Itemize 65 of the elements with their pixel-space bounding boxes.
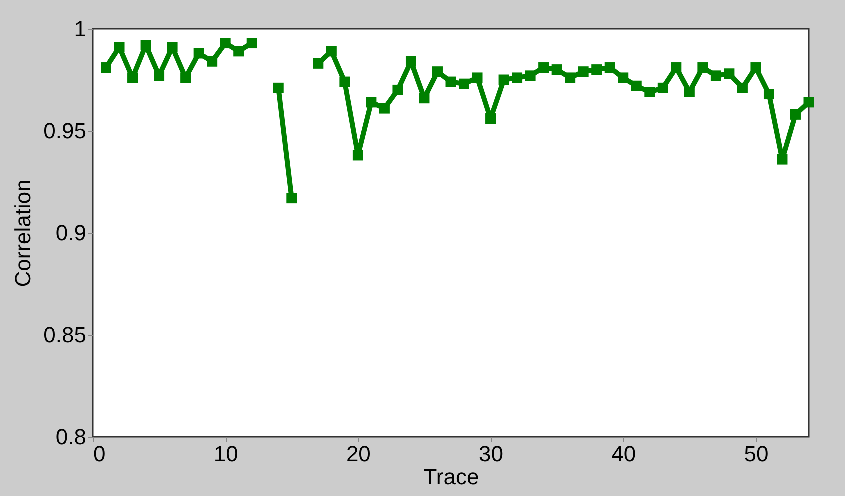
point (366, 97, 377, 108)
x-tick-label: 20 (346, 442, 371, 466)
point (326, 46, 337, 57)
point (750, 62, 762, 74)
point (101, 62, 112, 74)
point (658, 82, 668, 94)
point (220, 38, 231, 49)
x-tick-label: 40 (612, 442, 636, 466)
point (114, 42, 125, 53)
point (273, 82, 284, 94)
y-axis-title: Correlation (10, 180, 36, 288)
point (180, 72, 192, 84)
y-tick-label: 1 (74, 16, 86, 42)
point (710, 70, 722, 82)
point (313, 58, 324, 69)
point (618, 72, 629, 84)
point (406, 56, 416, 67)
point (671, 62, 682, 74)
point (592, 64, 602, 76)
point (246, 38, 258, 49)
point (459, 78, 470, 90)
point (234, 46, 244, 57)
point (140, 40, 152, 51)
y-tick-label: 0.95 (44, 118, 86, 144)
point (538, 62, 550, 74)
point (446, 76, 456, 88)
x-tick-label: 0 (94, 442, 106, 466)
point (804, 97, 814, 108)
point (790, 109, 801, 120)
point (207, 56, 218, 67)
point (379, 103, 390, 114)
y-tick-label: 0.9 (56, 220, 86, 246)
point (552, 64, 562, 76)
x-tick-label: 30 (479, 442, 504, 466)
point (684, 86, 695, 98)
point (764, 89, 774, 100)
point (578, 66, 589, 78)
point (737, 82, 748, 94)
point (419, 93, 430, 104)
point (432, 66, 443, 78)
x-tick-label: 50 (744, 442, 769, 466)
point (286, 193, 298, 204)
point (128, 72, 138, 84)
point (631, 80, 642, 92)
point (525, 70, 536, 82)
point (565, 72, 576, 84)
point (352, 150, 364, 161)
point (486, 114, 496, 124)
point (194, 48, 204, 59)
point (604, 62, 616, 74)
y-tick-label: 0.85 (44, 322, 86, 348)
point (777, 154, 788, 165)
point (392, 84, 404, 96)
point (512, 72, 523, 84)
y-tick-label: 0.8 (56, 424, 86, 450)
point (498, 74, 510, 86)
point (698, 62, 708, 74)
point (340, 76, 350, 88)
point (472, 72, 483, 84)
point (154, 70, 165, 82)
point (644, 86, 656, 98)
point (167, 42, 178, 53)
x-axis-title: Trace (424, 464, 480, 490)
x-tick-label: 10 (214, 442, 238, 466)
point (724, 68, 735, 80)
